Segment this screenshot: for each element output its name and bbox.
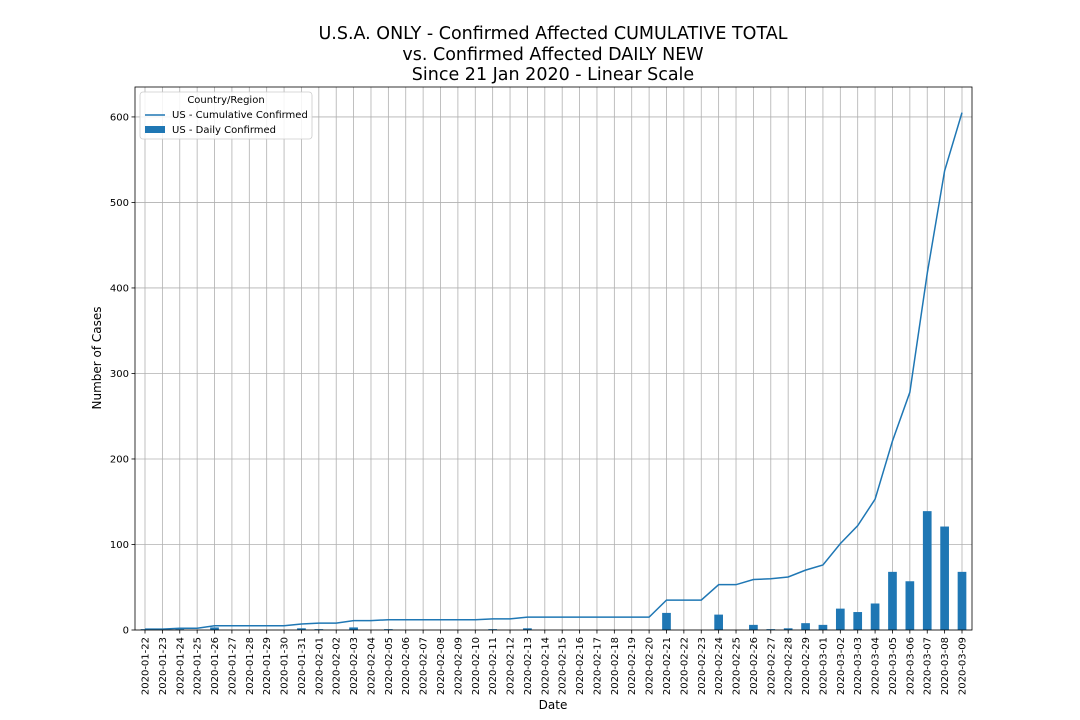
legend-entry-cumulative: US - Cumulative Confirmed [172,110,308,121]
x-tick-label: 2020-02-27 [766,637,777,695]
x-tick-label: 2020-02-07 [419,637,430,695]
daily-bar [870,603,880,630]
x-tick-label: 2020-02-01 [314,637,325,695]
daily-bar [853,612,863,630]
x-tick-label: 2020-02-21 [662,637,673,695]
x-tick-label: 2020-03-06 [905,637,916,695]
x-tick-label: 2020-03-08 [940,637,951,695]
daily-bar [488,629,498,630]
daily-bar [297,628,306,630]
x-tick-label: 2020-01-25 [193,637,204,695]
x-tick-label: 2020-02-02 [332,637,343,695]
x-tick-label: 2020-01-29 [262,637,273,695]
daily-bar [801,623,810,630]
daily-bar [940,526,949,630]
chart-title: U.S.A. ONLY - Confirmed Affected CUMULAT… [318,24,787,85]
chart-title-line-1: U.S.A. ONLY - Confirmed Affected CUMULAT… [318,24,787,44]
daily-bars [140,511,967,630]
x-tick-label: 2020-02-25 [732,637,743,695]
x-tick-label: 2020-02-20 [645,637,656,695]
x-tick-label: 2020-02-08 [436,637,447,695]
x-tick-label: 2020-02-17 [592,637,603,695]
x-tick-label: 2020-01-27 [227,637,238,695]
x-tick-label: 2020-01-30 [280,637,291,695]
x-tick-label: 2020-02-06 [401,637,412,695]
x-tick-label: 2020-03-05 [888,637,899,695]
daily-bar [523,628,532,630]
legend-title: Country/Region [187,95,264,106]
daily-bar [210,627,219,630]
x-tick-label: 2020-03-03 [853,637,864,695]
y-axis-label: Number of Cases [90,306,104,409]
x-tick-label: 2020-01-28 [245,637,256,695]
x-tick-label: 2020-02-23 [697,637,708,695]
cumulative-line [145,112,963,630]
daily-bar [384,629,393,630]
daily-bar [818,624,828,630]
plot-area [134,86,973,631]
daily-bar [888,571,897,630]
daily-bar [349,627,358,630]
chart-title-line-3: Since 21 Jan 2020 - Linear Scale [412,65,694,85]
daily-bar [314,629,324,630]
daily-bar [905,581,915,630]
x-tick-label: 2020-02-26 [749,637,760,695]
x-tick-label: 2020-02-10 [471,637,482,695]
x-tick-label: 2020-02-05 [384,637,395,695]
y-tick-label: 500 [110,198,129,209]
daily-bar [835,608,845,630]
daily-bar [749,624,758,630]
x-tick-label: 2020-03-07 [923,637,934,695]
y-tick-label: 100 [110,540,129,551]
y-tick-label: 400 [110,283,129,294]
daily-bar [766,629,776,630]
x-tick-label: 2020-03-01 [818,637,829,695]
x-tick-label: 2020-02-15 [558,637,569,695]
x-tick-label: 2020-02-09 [453,637,464,695]
x-tick-label: 2020-02-11 [488,637,499,695]
y-tick-label: 200 [110,454,129,465]
x-tick-label: 2020-02-24 [714,637,725,695]
daily-bar [922,511,932,630]
x-tick-label: 2020-03-02 [836,637,847,695]
x-tick-label: 2020-02-03 [349,637,360,695]
x-tick-label: 2020-01-22 [141,637,152,695]
x-tick-label: 2020-02-04 [366,637,377,695]
daily-bar [175,629,185,630]
x-tick-label: 2020-01-23 [158,637,169,695]
x-tick-label: 2020-02-28 [784,637,795,695]
daily-bar [957,571,967,630]
x-tick-label: 2020-02-18 [610,637,621,695]
x-tick-label: 2020-03-04 [871,637,882,695]
x-axis: 2020-01-22 2020-01-23 2020-01-24 2020-01-25… [141,630,969,695]
x-tick-label: 2020-01-31 [297,637,308,695]
x-tick-label: 2020-03-09 [958,637,969,695]
x-tick-label: 2020-02-12 [506,637,517,695]
y-axis: 0 100 200 300 400 500 600 [110,112,135,637]
y-tick-label: 300 [110,369,129,380]
x-tick-label: 2020-02-13 [523,637,534,695]
legend-bar-swatch [145,126,165,133]
daily-bar [714,614,723,630]
legend: Country/Region US - Cumulative Confirmed… [139,91,313,140]
x-tick-label: 2020-02-29 [801,637,812,695]
x-tick-label: 2020-01-26 [210,637,221,695]
y-tick-label: 600 [110,112,129,123]
x-axis-label: Date [539,698,568,712]
x-tick-label: 2020-02-16 [575,637,586,695]
daily-bar [783,628,793,630]
x-tick-label: 2020-01-24 [175,637,186,695]
x-tick-label: 2020-02-22 [679,637,690,695]
legend-box [139,91,313,140]
daily-bar [662,612,671,630]
chart-title-line-2: vs. Confirmed Affected DAILY NEW [402,45,703,65]
x-tick-label: 2020-02-19 [627,637,638,695]
x-tick-label: 2020-02-14 [540,637,551,695]
cumulative-series-line [145,112,963,630]
grid [135,87,972,631]
y-tick-label: 0 [123,626,129,637]
legend-entry-daily: US - Daily Confirmed [172,125,276,136]
